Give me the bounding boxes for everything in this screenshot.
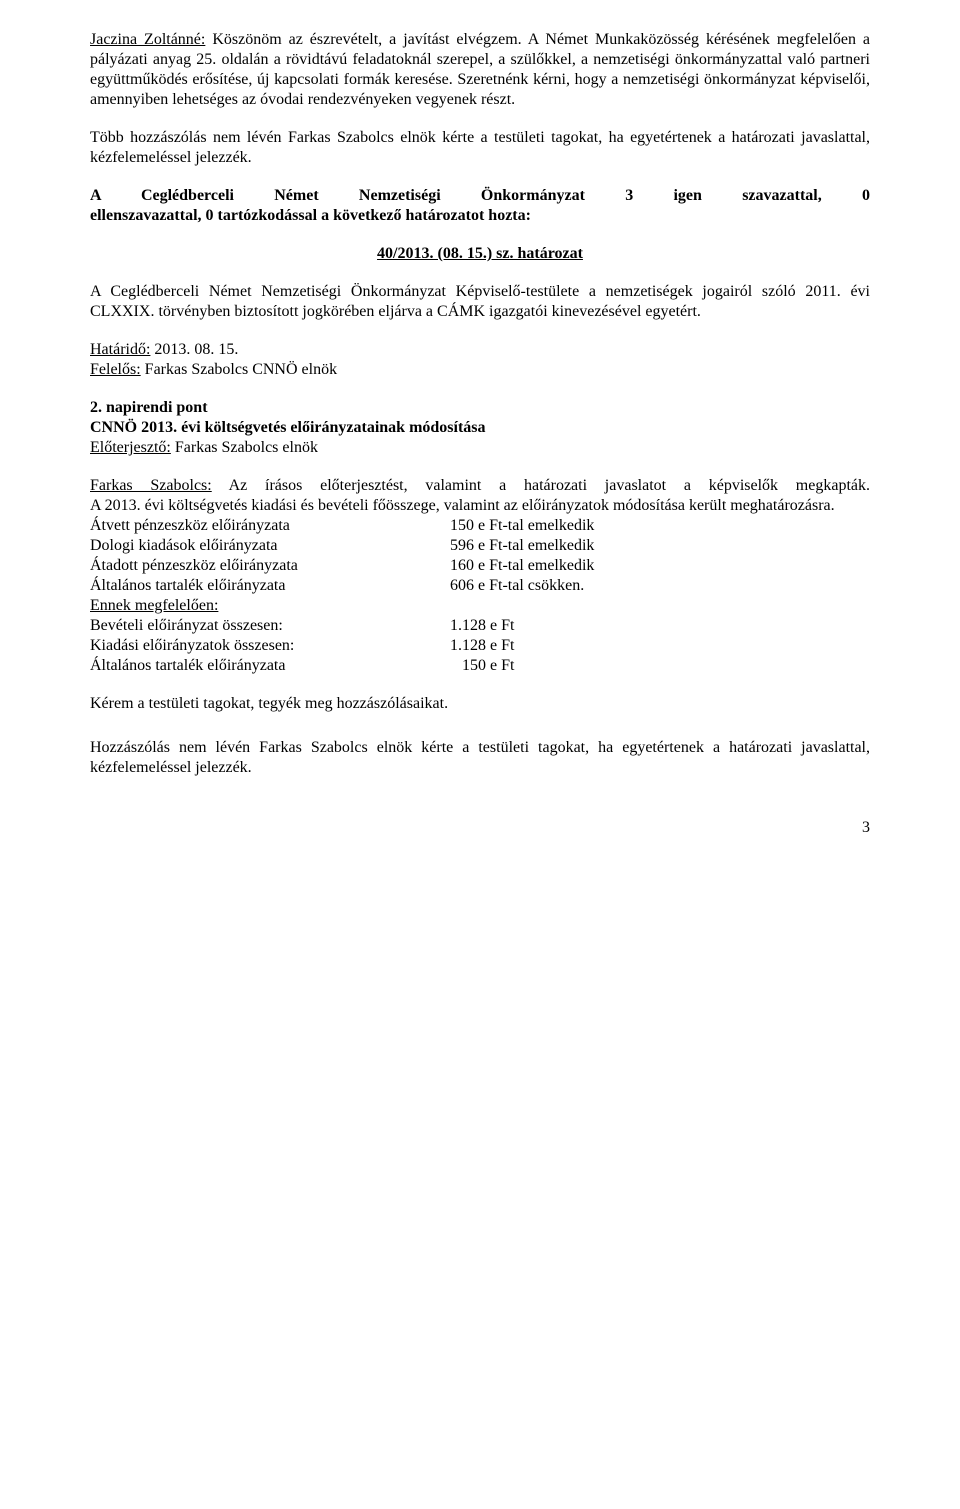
table-cell-left: Átvett pénzeszköz előirányzata	[90, 516, 450, 536]
table-cell-left: Általános tartalék előirányzata	[90, 656, 450, 676]
table-cell-right: 596 e Ft-tal emelkedik	[450, 536, 870, 556]
table-row: Átadott pénzeszköz előirányzata160 e Ft-…	[90, 556, 870, 576]
budget-table-2: Bevételi előirányzat összesen:1.128 e Ft…	[90, 616, 870, 676]
farkas-block: Farkas Szabolcs: Az írásos előterjesztés…	[90, 476, 870, 516]
resolution-number: 40/2013. (08. 15.) sz. határozat	[90, 244, 870, 264]
farkas-line-1: Farkas Szabolcs: Az írásos előterjesztés…	[90, 476, 870, 496]
speaker-jaczina: Jaczina Zoltánné:	[90, 31, 205, 48]
text-jaczina: Köszönöm az észrevételt, a javítást elvé…	[90, 31, 870, 108]
page-number: 3	[90, 818, 870, 838]
accordingly-label: Ennek megfelelően:	[90, 596, 870, 616]
responsible-line: Felelős: Farkas Szabolcs CNNÖ elnök	[90, 360, 870, 380]
accordingly-text: Ennek megfelelően:	[90, 597, 218, 614]
table-cell-left: Kiadási előirányzatok összesen:	[90, 636, 450, 656]
deadline-label: Határidő:	[90, 341, 150, 358]
agenda-point-subtitle: CNNÖ 2013. évi költségvetés előirányzata…	[90, 418, 870, 438]
table-row: Bevételi előirányzat összesen:1.128 e Ft	[90, 616, 870, 636]
paragraph-request-comments: Kérem a testületi tagokat, tegyék meg ho…	[90, 694, 870, 714]
table-cell-left: Átadott pénzeszköz előirányzata	[90, 556, 450, 576]
table-cell-left: Bevételi előirányzat összesen:	[90, 616, 450, 636]
presenter-line: Előterjesztő: Farkas Szabolcs elnök	[90, 438, 870, 458]
table-row: Általános tartalék előirányzata 150 e Ft	[90, 656, 870, 676]
agenda-block: 2. napirendi pont CNNÖ 2013. évi költség…	[90, 398, 870, 458]
table-row: Dologi kiadások előirányzata596 e Ft-tal…	[90, 536, 870, 556]
table-cell-right: 160 e Ft-tal emelkedik	[450, 556, 870, 576]
farkas-text-1: Az írásos előterjesztést, valamint a hat…	[212, 477, 870, 494]
table-cell-right: 1.128 e Ft	[450, 616, 870, 636]
table-row: Általános tartalék előirányzata606 e Ft-…	[90, 576, 870, 596]
presenter-label: Előterjesztő:	[90, 439, 171, 456]
responsible-value: Farkas Szabolcs CNNÖ elnök	[141, 361, 337, 378]
resolution-intro: A Ceglédberceli Német Nemzetiségi Önkorm…	[90, 186, 870, 226]
deadline-block: Határidő: 2013. 08. 15. Felelős: Farkas …	[90, 340, 870, 380]
table-row: Átvett pénzeszköz előirányzata150 e Ft-t…	[90, 516, 870, 536]
deadline-line: Határidő: 2013. 08. 15.	[90, 340, 870, 360]
table-cell-right: 606 e Ft-tal csökken.	[450, 576, 870, 596]
table-cell-right: 1.128 e Ft	[450, 636, 870, 656]
agenda-point-title: 2. napirendi pont	[90, 398, 870, 418]
deadline-value: 2013. 08. 15.	[150, 341, 238, 358]
table-cell-left: Dologi kiadások előirányzata	[90, 536, 450, 556]
budget-table-1: Átvett pénzeszköz előirányzata150 e Ft-t…	[90, 516, 870, 596]
paragraph-jaczina: Jaczina Zoltánné: Köszönöm az észrevétel…	[90, 30, 870, 110]
presenter-value: Farkas Szabolcs elnök	[171, 439, 318, 456]
table-row: Kiadási előirányzatok összesen:1.128 e F…	[90, 636, 870, 656]
responsible-label: Felelős:	[90, 361, 141, 378]
paragraph-vote-prompt-2: Hozzászólás nem lévén Farkas Szabolcs el…	[90, 738, 870, 778]
paragraph-vote-prompt-1: Több hozzászólás nem lévén Farkas Szabol…	[90, 128, 870, 168]
table-cell-right: 150 e Ft	[450, 656, 870, 676]
speaker-farkas: Farkas Szabolcs:	[90, 477, 212, 494]
table-cell-right: 150 e Ft-tal emelkedik	[450, 516, 870, 536]
resolution-line-2: ellenszavazattal, 0 tartózkodással a köv…	[90, 206, 870, 226]
table-cell-left: Általános tartalék előirányzata	[90, 576, 450, 596]
farkas-text-2: A 2013. évi költségvetés kiadási és bevé…	[90, 496, 870, 516]
paragraph-resolution-body: A Ceglédberceli Német Nemzetiségi Önkorm…	[90, 282, 870, 322]
resolution-line-1: A Ceglédberceli Német Nemzetiségi Önkorm…	[90, 186, 870, 206]
